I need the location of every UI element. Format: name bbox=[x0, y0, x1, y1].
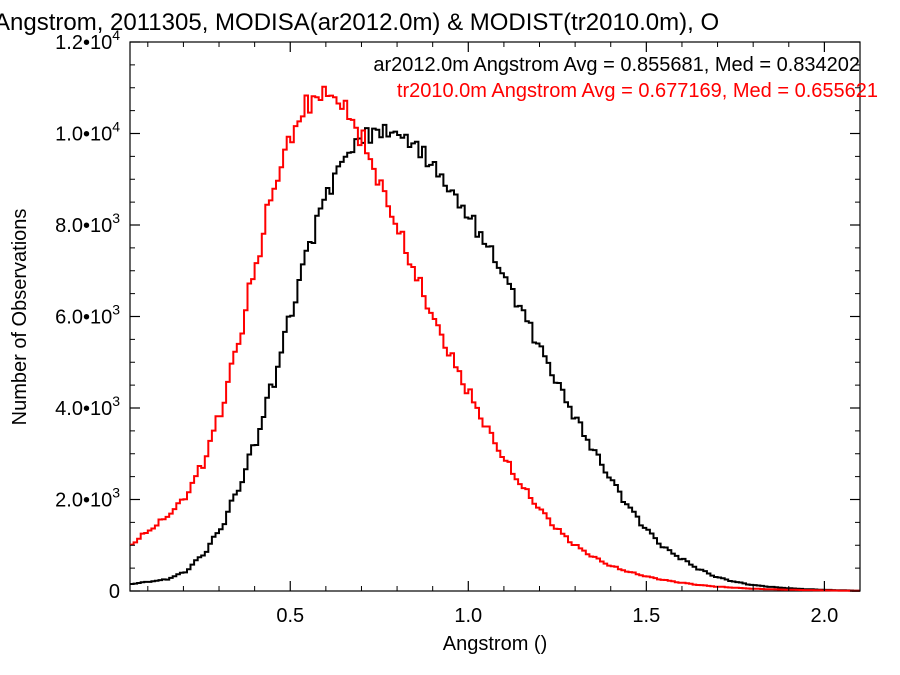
series-layer bbox=[130, 85, 860, 592]
x-tick-label: 2.0 bbox=[810, 605, 838, 627]
chart-title: Angstrom, 2011305, MODISA(ar2012.0m) & M… bbox=[0, 9, 719, 36]
y-tick-label: 0 bbox=[109, 581, 120, 603]
y-tick-label: 1.2•104 bbox=[55, 27, 120, 54]
legend-entry-tr2010: tr2010.0m Angstrom Avg = 0.677169, Med =… bbox=[397, 80, 878, 102]
y-tick-label: 4.0•103 bbox=[55, 393, 120, 420]
y-tick-label: 2.0•103 bbox=[55, 485, 120, 512]
y-tick-label: 6.0•103 bbox=[55, 302, 120, 329]
x-tick-label: 1.0 bbox=[454, 605, 482, 627]
x-tick-label: 1.5 bbox=[632, 605, 660, 627]
x-axis-title: Angstrom () bbox=[443, 633, 547, 655]
tick-layer: 0.5 1.0 1.5 2.0 0 2.0•103 4.0•103 6.0•103 8.0•10… bbox=[55, 27, 861, 627]
plot-frame bbox=[129, 41, 861, 592]
legend-entry-ar2012: ar2012.0m Angstrom Avg = 0.855681, Med =… bbox=[373, 54, 860, 76]
y-tick-label: 1.0•104 bbox=[55, 119, 120, 146]
y-axis-title: Number of Observations bbox=[9, 209, 31, 426]
y-tick-label: 8.0•103 bbox=[55, 210, 120, 237]
series-line-0 bbox=[130, 123, 860, 592]
x-tick-label: 0.5 bbox=[276, 605, 304, 627]
series-line-1 bbox=[130, 85, 860, 592]
